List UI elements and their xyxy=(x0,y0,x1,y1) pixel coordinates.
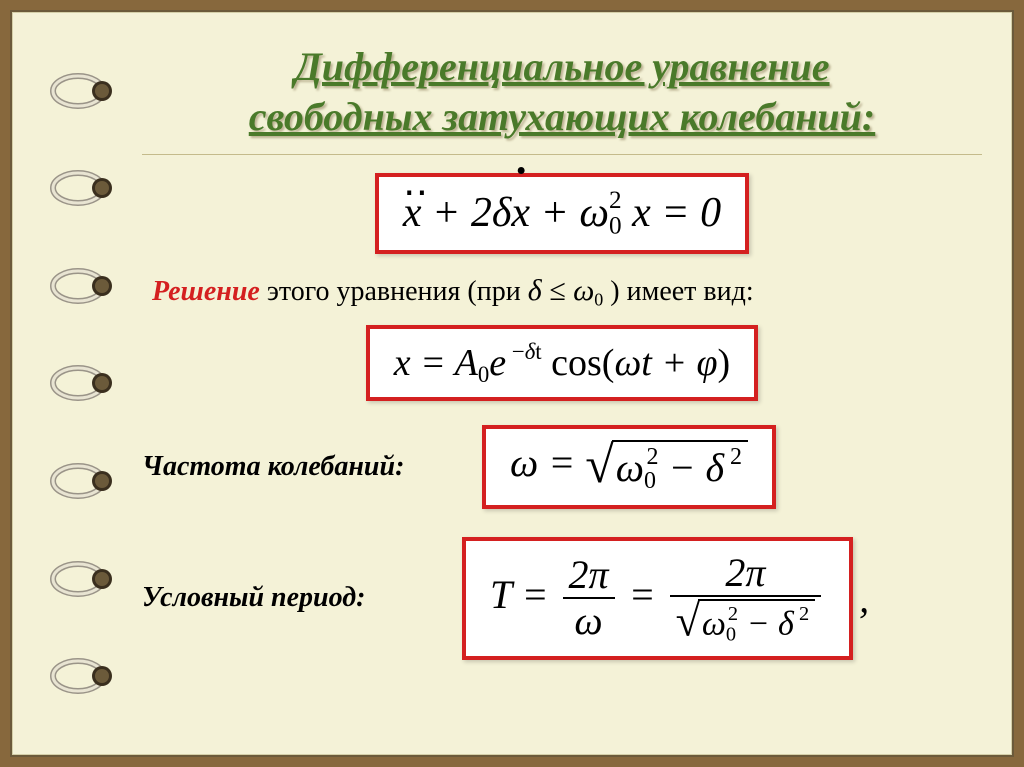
frequency-row: Частота колебаний: ω = √ω02 − δ 2 xyxy=(142,425,982,508)
frequency-label: Частота колебаний: xyxy=(142,451,462,483)
equation-omega: ω = √ω02 − δ 2 xyxy=(510,440,748,485)
equation-main: x + 2δx + ω02 x = 0 xyxy=(403,190,721,236)
solution-rest-b: ) имеет вид: xyxy=(603,276,753,307)
solution-rest-a: этого уравнения (при xyxy=(260,276,528,307)
period-row: Условный период: T = 2π ω = 2π √ω02 − δ … xyxy=(142,537,982,660)
equation-main-box: x + 2δx + ω02 x = 0 xyxy=(375,173,749,254)
solution-text: Решение этого уравнения (при δ ≤ ω0 ) им… xyxy=(152,274,982,310)
period-comma: , xyxy=(859,575,869,622)
ring xyxy=(50,261,120,311)
solution-highlight: Решение xyxy=(152,276,260,307)
cond-sub: 0 xyxy=(594,290,603,310)
spiral-binding xyxy=(50,12,130,755)
slide-frame: Дифференциальное уравнение свободных зат… xyxy=(10,10,1014,757)
equation-solution-row: x = A0e −δt cos(ωt + φ) xyxy=(142,325,982,402)
slide-content: Дифференциальное уравнение свободных зат… xyxy=(142,42,982,735)
divider xyxy=(142,154,982,155)
slide-title: Дифференциальное уравнение свободных зат… xyxy=(142,42,982,142)
equation-main-row: x + 2δx + ω02 x = 0 xyxy=(142,173,982,254)
equation-period: T = 2π ω = 2π √ω02 − δ 2 xyxy=(490,572,825,617)
ring xyxy=(50,163,120,213)
ring xyxy=(50,554,120,604)
equation-solution-box: x = A0e −δt cos(ωt + φ) xyxy=(366,325,758,402)
equation-solution: x = A0e −δt cos(ωt + φ) xyxy=(394,342,730,384)
ring xyxy=(50,66,120,116)
equation-omega-box: ω = √ω02 − δ 2 xyxy=(482,425,776,508)
title-line-2: свободных затухающих колебаний: xyxy=(142,92,982,142)
ring xyxy=(50,651,120,701)
ring xyxy=(50,456,120,506)
solution-cond: δ ≤ ω0 xyxy=(528,274,604,307)
equation-period-box: T = 2π ω = 2π √ω02 − δ 2 xyxy=(462,537,853,660)
ring xyxy=(50,358,120,408)
title-line-1: Дифференциальное уравнение xyxy=(142,42,982,92)
cond-core: δ ≤ ω xyxy=(528,274,595,307)
period-label: Условный период: xyxy=(142,582,462,614)
